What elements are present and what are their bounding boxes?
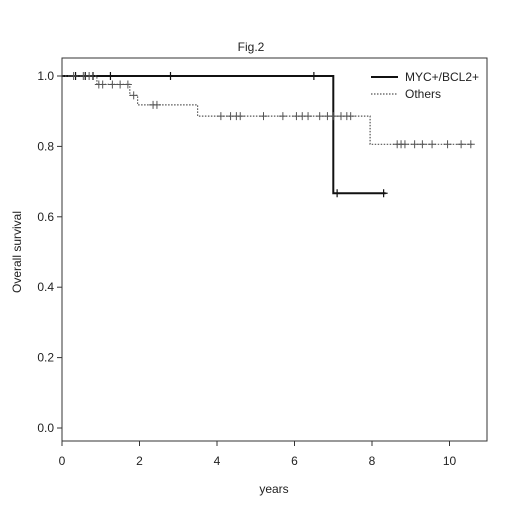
y-tick-label-0: 0.0	[37, 421, 54, 435]
plot-frame	[61, 57, 488, 442]
censor-mark	[410, 140, 419, 149]
censor-mark	[259, 112, 268, 121]
x-tick-label-3: 6	[291, 454, 298, 468]
y-tick-label-4: 0.8	[37, 139, 54, 153]
series-line-0	[62, 75, 386, 195]
legend-label-1: Others	[405, 87, 441, 101]
censor-mark	[329, 112, 338, 121]
legend-label-0: MYC+/BCL2+	[405, 70, 479, 84]
y-axis: 0.0 0.2 0.4 0.6 0.8 1.0	[37, 69, 62, 435]
censor-mark	[466, 140, 475, 149]
censor-mark	[315, 112, 324, 121]
censor-mark	[278, 112, 287, 121]
censor-marks-0	[71, 72, 388, 198]
x-axis-label: years	[259, 482, 288, 496]
x-tick-label-2: 4	[214, 454, 221, 468]
censor-mark	[108, 80, 117, 89]
censor-mark	[129, 91, 138, 100]
censor-mark	[98, 80, 107, 89]
x-tick-label-1: 2	[136, 454, 143, 468]
y-axis-label: Overall survival	[10, 211, 24, 293]
censor-mark	[236, 112, 245, 121]
censor-mark	[216, 112, 225, 121]
censor-mark	[106, 72, 115, 80]
y-tick-label-2: 0.4	[37, 280, 54, 294]
censor-mark	[123, 80, 132, 89]
legend: MYC+/BCL2+ Others	[371, 70, 479, 101]
censor-mark	[333, 189, 342, 198]
series-line-1	[62, 75, 473, 145]
y-tick-label-1: 0.2	[37, 351, 54, 365]
x-axis: 0 2 4 6 8 10	[59, 441, 457, 468]
y-tick-label-5: 1.0	[37, 69, 54, 83]
censor-mark	[69, 72, 78, 80]
censor-mark	[400, 140, 409, 149]
series-layer	[62, 72, 475, 198]
censor-mark	[116, 80, 125, 89]
censor-mark	[166, 72, 175, 80]
censor-mark	[152, 100, 161, 109]
censor-mark	[304, 112, 313, 121]
y-tick-label-3: 0.6	[37, 210, 54, 224]
censor-mark	[379, 189, 388, 198]
x-tick-label-0: 0	[59, 454, 66, 468]
censor-mark	[457, 140, 466, 149]
x-tick-label-5: 10	[443, 454, 457, 468]
censor-mark	[443, 140, 452, 149]
x-tick-label-4: 8	[369, 454, 376, 468]
chart-title: Fig.2	[238, 40, 265, 54]
censor-mark	[309, 72, 318, 80]
censor-mark	[85, 72, 94, 80]
censor-mark	[428, 140, 437, 149]
censor-mark	[418, 140, 427, 149]
censor-mark	[346, 112, 355, 121]
censor-marks-1	[69, 72, 475, 149]
